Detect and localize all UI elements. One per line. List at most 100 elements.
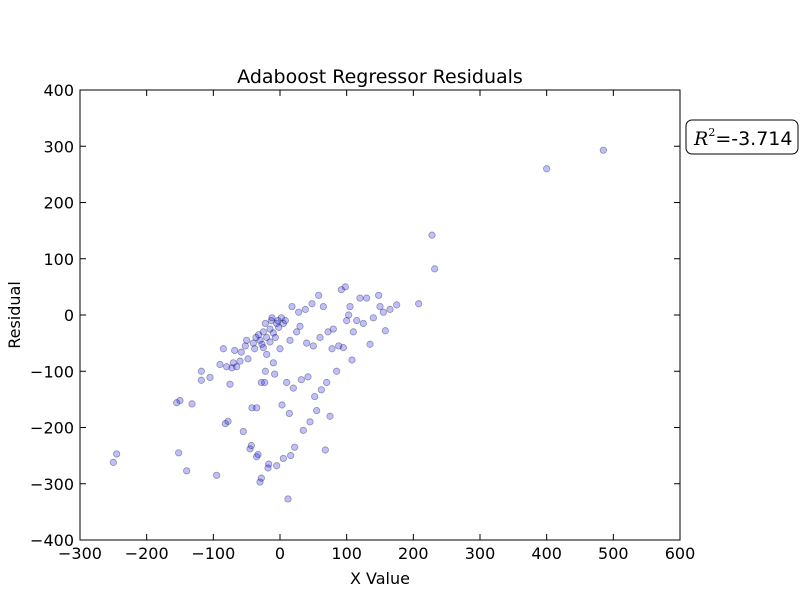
data-point <box>274 317 282 325</box>
data-point <box>263 333 271 342</box>
data-point <box>231 346 239 355</box>
data-point <box>356 294 364 302</box>
data-point <box>224 417 232 425</box>
data-point <box>188 400 196 408</box>
points-layer <box>109 146 607 503</box>
y-tick-label: 100 <box>43 250 74 269</box>
ticks-layer: −300 −200 −100 0 100 200 300 400 500 600−400−300−… <box>30 81 695 563</box>
data-point <box>276 345 284 353</box>
data-point <box>333 367 341 375</box>
data-point <box>315 291 323 299</box>
data-point <box>183 467 191 475</box>
data-point <box>248 404 256 412</box>
data-point <box>237 348 245 356</box>
data-point <box>599 146 607 154</box>
data-point <box>428 231 436 239</box>
data-point <box>543 165 551 173</box>
data-point <box>279 454 287 463</box>
x-tick-label: 0 <box>275 544 285 563</box>
x-tick-label: 500 <box>598 544 629 563</box>
data-point <box>259 344 267 352</box>
data-point <box>335 342 343 350</box>
data-point <box>243 336 251 344</box>
data-point <box>301 305 309 313</box>
data-point <box>311 392 319 401</box>
data-point <box>213 471 221 479</box>
data-point <box>249 339 257 347</box>
data-point <box>381 327 389 335</box>
data-point <box>289 384 297 392</box>
data-point <box>375 291 383 299</box>
data-point <box>303 339 311 347</box>
data-point <box>254 450 262 459</box>
y-tick-label: −300 <box>30 475 74 494</box>
data-point <box>346 302 354 311</box>
data-point <box>296 322 304 330</box>
x-tick-label: −100 <box>191 544 235 563</box>
data-point <box>297 376 305 384</box>
data-point <box>261 319 269 328</box>
data-point <box>273 319 281 328</box>
data-point <box>369 314 377 322</box>
data-point <box>233 363 241 371</box>
y-tick-label: −200 <box>30 419 74 438</box>
y-tick-label: −100 <box>30 362 74 381</box>
data-point <box>236 357 244 365</box>
data-point <box>279 319 287 328</box>
data-point <box>244 355 252 363</box>
data-point <box>349 328 357 336</box>
data-point <box>321 446 329 454</box>
data-point <box>267 317 275 325</box>
x-tick-label: −200 <box>125 544 169 563</box>
data-point <box>309 342 317 350</box>
x-tick-label: 200 <box>398 544 429 563</box>
data-point <box>275 323 283 331</box>
data-point <box>268 314 276 322</box>
annotation-r-symbol: R <box>693 128 708 150</box>
data-point <box>176 396 184 405</box>
data-point <box>299 426 307 434</box>
data-point <box>241 342 249 350</box>
data-point <box>264 464 272 472</box>
data-point <box>206 373 214 382</box>
data-point <box>261 367 269 375</box>
data-point <box>285 409 293 418</box>
data-point <box>341 283 349 291</box>
data-point <box>317 386 325 394</box>
y-axis-label: Residual <box>5 281 24 349</box>
x-tick-label: 600 <box>665 544 696 563</box>
data-point <box>293 328 301 336</box>
data-point <box>228 364 236 372</box>
annotation-superscript: 2 <box>708 126 715 139</box>
data-point <box>219 345 227 353</box>
data-point <box>291 443 299 451</box>
data-point <box>271 333 279 342</box>
data-point <box>251 345 259 353</box>
data-point <box>229 359 237 367</box>
data-point <box>173 399 181 407</box>
data-point <box>308 300 316 308</box>
data-point <box>329 325 337 333</box>
r-squared-annotation: R2=-3.714 <box>685 119 799 155</box>
data-point <box>257 378 265 387</box>
data-point <box>239 427 247 436</box>
data-point <box>281 317 289 325</box>
data-point <box>175 449 183 457</box>
data-point <box>288 302 296 311</box>
data-point <box>271 370 279 378</box>
data-point <box>197 376 205 384</box>
annotation-box <box>685 119 799 155</box>
data-point <box>324 328 332 336</box>
data-point <box>221 419 229 428</box>
y-tick-label: 200 <box>43 194 74 213</box>
x-tick-label: 100 <box>331 544 362 563</box>
x-tick-label: 400 <box>531 544 562 563</box>
chart-title: Adaboost Regressor Residuals <box>237 66 523 88</box>
data-point <box>313 407 321 415</box>
plot-area-frame <box>79 89 681 541</box>
x-tick-label: −300 <box>58 544 102 563</box>
data-point <box>109 458 117 466</box>
data-point <box>343 317 351 325</box>
data-point <box>113 450 121 458</box>
